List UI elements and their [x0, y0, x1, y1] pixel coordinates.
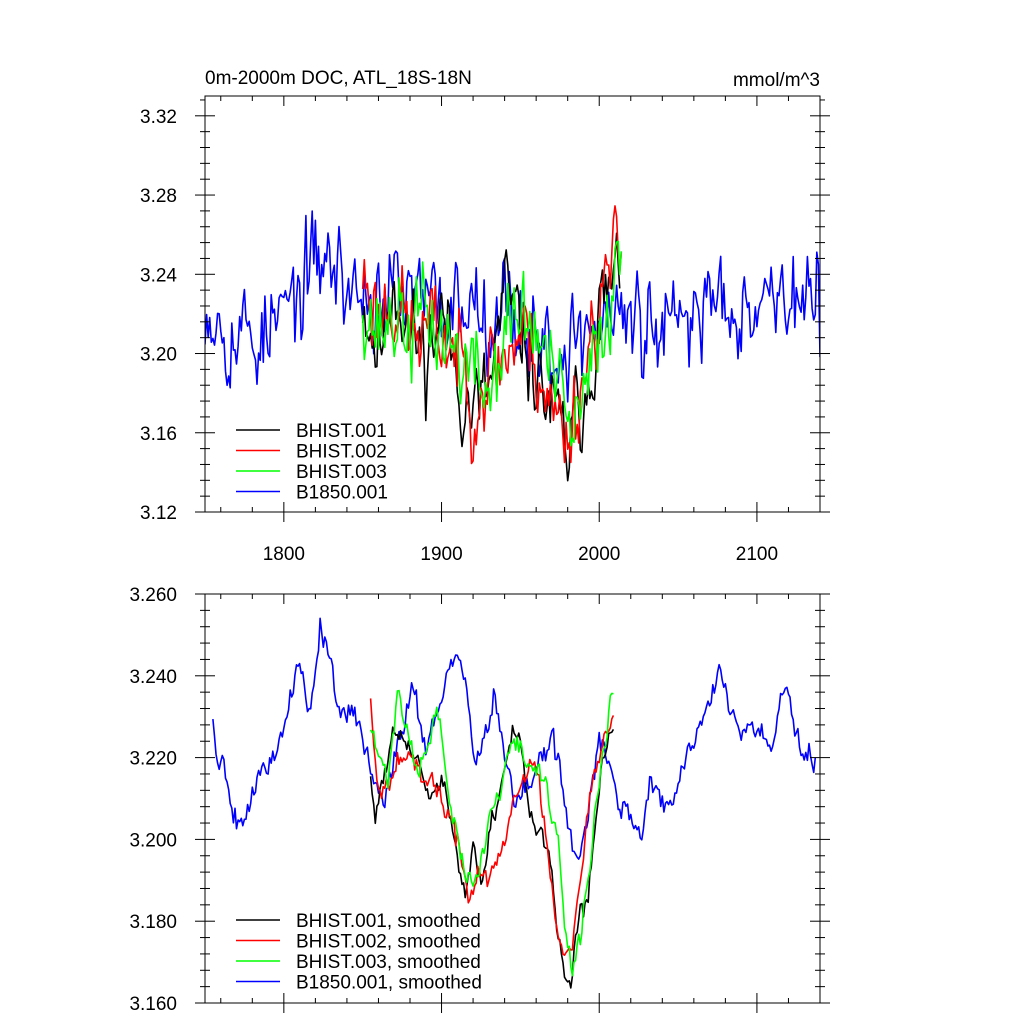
- bottom-ticks-group: 3.160 3.180 3.200 3.220 3.240 3.260: [129, 585, 830, 1015]
- series-line-bhist-003-smoothed: [369, 689, 614, 977]
- top-plot-frame: [204, 95, 821, 513]
- legend-label: B1850.001, smoothed: [296, 973, 482, 994]
- y-tick-label: 3.20: [140, 345, 177, 366]
- top-chart-units: mmol/m^3: [733, 70, 820, 91]
- top-series-group: [205, 205, 820, 482]
- y-tick-label: 3.220: [129, 749, 177, 770]
- y-tick-label: 3.200: [129, 830, 177, 851]
- x-tick-label: 1900: [420, 544, 462, 565]
- y-tick-label: 3.160: [129, 994, 177, 1015]
- y-tick-label: 3.24: [140, 265, 177, 286]
- series-line-b1850-001-smoothed: [212, 617, 817, 860]
- top-ticks-group: 1800 1900 2000 2100 3.12 3.16 3.20 3.24 3.28 3.32: [140, 96, 830, 565]
- legend-label: BHIST.002, smoothed: [296, 932, 481, 953]
- bottom-panel: 3.160 3.180 3.200 3.220 3.240 3.260 BHIST.001…: [129, 585, 830, 1015]
- y-tick-label: 3.260: [129, 585, 177, 606]
- top-panel: 1800 1900 2000 2100 3.12 3.16 3.20 3.24 3.28 3.32…: [140, 68, 830, 565]
- legend-label: BHIST.002: [296, 442, 387, 463]
- bottom-plot-frame: [204, 593, 821, 1004]
- series-line-bhist-001: [361, 232, 621, 482]
- series-line-bhist-003: [361, 240, 623, 447]
- y-tick-label: 3.12: [140, 503, 177, 524]
- legend-label: BHIST.001, smoothed: [296, 911, 481, 932]
- legend-label: BHIST.001: [296, 421, 387, 442]
- legend-label: BHIST.003: [296, 462, 387, 483]
- x-tick-label: 1800: [263, 544, 305, 565]
- y-tick-label: 3.28: [140, 186, 177, 207]
- x-tick-label: 2100: [736, 544, 778, 565]
- legend-label: B1850.001: [296, 483, 388, 504]
- series-line-bhist-002: [361, 205, 623, 465]
- legend-label: BHIST.003, smoothed: [296, 952, 481, 973]
- y-tick-label: 3.180: [129, 912, 177, 933]
- top-chart-title: 0m-2000m DOC, ATL_18S-18N: [205, 68, 472, 89]
- y-tick-label: 3.32: [140, 107, 177, 128]
- y-tick-label: 3.16: [140, 424, 177, 445]
- x-tick-label: 2000: [578, 544, 620, 565]
- bottom-series-group: [212, 617, 817, 989]
- y-tick-label: 3.240: [129, 667, 177, 688]
- series-line-b1850-001: [205, 210, 820, 403]
- series-line-bhist-002-smoothed: [369, 698, 615, 956]
